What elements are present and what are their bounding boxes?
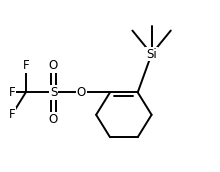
Text: F: F	[9, 86, 15, 99]
Text: F: F	[9, 108, 15, 121]
Text: O: O	[49, 112, 58, 126]
Text: F: F	[22, 59, 29, 72]
Text: O: O	[77, 86, 86, 99]
Text: S: S	[50, 86, 57, 99]
Text: Si: Si	[146, 47, 157, 61]
Text: O: O	[49, 59, 58, 72]
